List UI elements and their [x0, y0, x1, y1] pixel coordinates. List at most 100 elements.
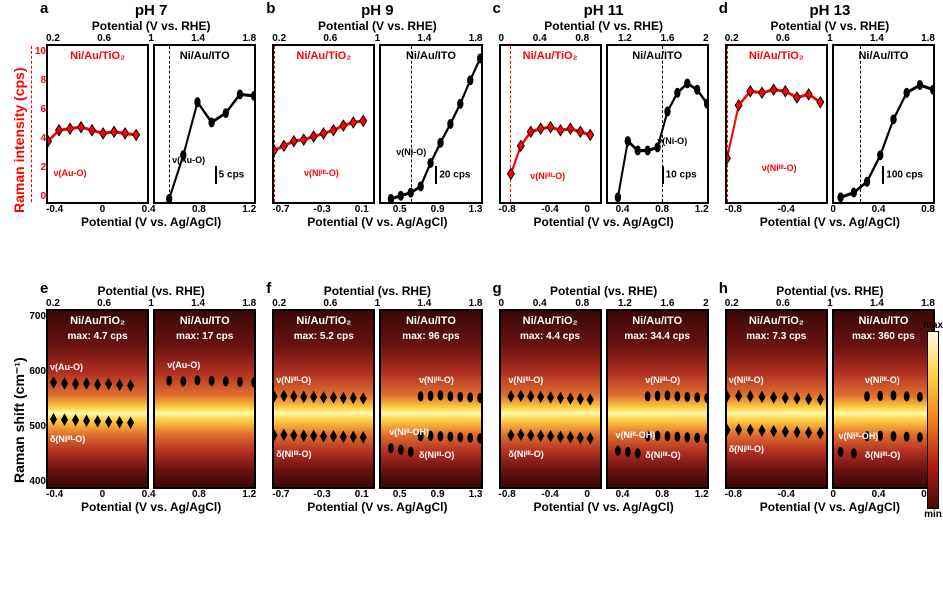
tick-label: 1: [827, 298, 833, 309]
scale-bar: 5 cps: [215, 166, 245, 184]
top-x-axis-label: Potential (V vs. RHE): [268, 19, 486, 33]
panel-letter: h: [719, 280, 728, 297]
heatmap-tio2: 700600500400Ni/Au/TiO₂max: 4.7 cpsν(Au-O…: [46, 309, 149, 489]
tick-label: -0.4: [541, 204, 558, 215]
tick-label: 1.8: [242, 33, 256, 44]
series-label: Ni/Au/ITO: [406, 315, 456, 327]
tick-label: -0.3: [314, 489, 331, 500]
tick-label: 1.2: [242, 489, 256, 500]
series-label: Ni/Au/TiO₂: [749, 50, 804, 62]
subpanel-tio2: Ni/Au/TiO₂ν(Niᴵᴵᴵ-O): [725, 44, 828, 204]
tick-label: 2: [703, 298, 709, 309]
tick-label: 0.8: [655, 489, 669, 500]
tick-label: 0.8: [575, 298, 589, 309]
mode-annotation: ν(Ni-O): [396, 147, 426, 157]
tick-label: -0.4: [778, 204, 795, 215]
peak-annotation: ν(Au-O): [167, 360, 200, 370]
heatmap-ito: Ni/Au/ITOmax: 17 cpsν(Au-O): [153, 309, 256, 489]
peak-annotation: ν(Niᴵᴵᴵ-O): [645, 375, 680, 385]
y-tick-label: 6: [26, 104, 46, 115]
scale-bar: 20 cps: [435, 166, 470, 184]
tick-label: 0.6: [323, 298, 337, 309]
tick-label: 1.8: [921, 33, 935, 44]
tick-label: 1.3: [469, 204, 483, 215]
top-x-axis-label: Potential (V vs. RHE): [721, 19, 939, 33]
tick-label: 0.2: [272, 33, 286, 44]
mode-annotation: ν(Au-O): [54, 168, 87, 178]
panel-g: gPotential (vs. RHE)00.40.81.21.62Ni/Au/…: [491, 280, 717, 560]
tick-label: 0.6: [776, 298, 790, 309]
panel-letter: e: [40, 280, 48, 297]
max-cps-label: max: 4.4 cps: [520, 331, 580, 342]
tick-label: -0.7: [272, 204, 289, 215]
bottom-x-axis-label: Potential (V vs. Ag/AgCl): [268, 500, 486, 514]
tick-label: 0: [100, 204, 106, 215]
panel-b: bpH 9Potential (V vs. RHE)0.20.611.41.8N…: [264, 0, 490, 280]
tick-label: -0.8: [725, 489, 742, 500]
tick-label: 0.5: [393, 489, 407, 500]
tick-label: 0.1: [355, 489, 369, 500]
tick-label: 0.4: [872, 489, 886, 500]
series-label: Ni/Au/TiO₂: [749, 315, 804, 327]
tick-label: -0.4: [46, 204, 63, 215]
max-cps-label: max: 7.3 cps: [746, 331, 806, 342]
tick-label: 0.9: [431, 204, 445, 215]
peak-annotation: δ(Niᴵᴵᴵ-O): [419, 450, 454, 460]
tick-label: 1.4: [417, 298, 431, 309]
tick-label: 1.2: [695, 204, 709, 215]
series-label: Ni/Au/ITO: [180, 315, 230, 327]
tick-label: -0.7: [272, 489, 289, 500]
tick-label: 2: [703, 33, 709, 44]
heatmap-ito: Ni/Au/ITOmax: 360 cpsν(Niᴵᴵᴵ-O)δ(Niᴵᴵᴵ-O…: [832, 309, 935, 489]
mode-annotation: ν(Ni-O): [657, 136, 687, 146]
bottom-x-axis-label: Potential (V vs. Ag/AgCl): [42, 215, 260, 229]
tick-label: 0.4: [616, 489, 630, 500]
tick-label: 0.2: [725, 33, 739, 44]
series-label: Ni/Au/ITO: [180, 50, 230, 62]
mode-annotation: ν(Niᴵᴵᴵ-O): [530, 171, 565, 181]
panel-h: hPotential (vs. RHE)0.20.611.41.8Ni/Au/T…: [717, 280, 943, 560]
peak-annotation: δ(Niᴵᴵᴵ-O): [865, 450, 900, 460]
mode-annotation: ν(Au-O): [172, 155, 205, 165]
mode-annotation: ν(Niᴵᴵᴵ-O): [304, 168, 339, 178]
heatmap-tio2: Ni/Au/TiO₂max: 7.3 cpsν(Niᴵᴵᴵ-O)δ(Niᴵᴵᴵ-…: [725, 309, 828, 489]
heatmap-ito: Ni/Au/ITO max: 96 cps ν(Niᴵᴵᴵ-O) δ(Niᴵᴵᴵ-O)…: [379, 309, 482, 489]
tick-label: 0: [499, 33, 505, 44]
y-tick-label: 500: [26, 421, 46, 432]
peak-annotation: ν(Niᴵᴵ-OH): [616, 430, 656, 440]
tick-label: 1.4: [870, 33, 884, 44]
tick-label: 0.6: [776, 33, 790, 44]
peak-annotation: ν(Au-O): [50, 362, 83, 372]
peak-annotation: ν(Niᴵᴵᴵ-O): [419, 375, 454, 385]
tick-label: -0.8: [499, 489, 516, 500]
tick-label: 0: [499, 298, 505, 309]
peak-annotation: ν(Niᴵᴵᴵ-O): [729, 375, 764, 385]
tick-label: 1.4: [870, 298, 884, 309]
peak-annotation: ν(Niᴵᴵᴵ-O): [508, 375, 543, 385]
tick-label: 0.2: [46, 298, 60, 309]
tick-label: 1.2: [618, 298, 632, 309]
tick-label: 0.2: [272, 298, 286, 309]
tick-label: 0.4: [533, 298, 547, 309]
top-x-axis-label: Potential (vs. RHE): [495, 284, 713, 298]
max-cps-label: max: 96 cps: [402, 331, 459, 342]
top-x-axis-label: Potential (V vs. RHE): [42, 19, 260, 33]
bottom-x-axis-label: Potential (V vs. Ag/AgCl): [42, 500, 260, 514]
bottom-x-axis-label: Potential (V vs. Ag/AgCl): [721, 215, 939, 229]
subpanel-tio2: 1086420Ni/Au/TiO₂ν(Au-O): [46, 44, 149, 204]
peak-annotation: ν(Niᴵᴵ-OH): [839, 431, 879, 441]
colorbar-gradient: [927, 331, 939, 509]
tick-label: 0.2: [725, 298, 739, 309]
colorbar-max-label: max: [923, 320, 943, 331]
tick-label: 1.8: [242, 298, 256, 309]
tick-label: 1: [827, 33, 833, 44]
tick-label: 1.6: [661, 298, 675, 309]
series-label: Ni/Au/TiO₂: [296, 50, 351, 62]
tick-label: -0.4: [46, 489, 63, 500]
max-cps-label: max: 34.4 cps: [624, 331, 690, 342]
tick-label: 0.4: [616, 204, 630, 215]
tick-label: 0.8: [921, 204, 935, 215]
panel-c: cpH 11Potential (V vs. RHE)00.40.81.21.6…: [491, 0, 717, 280]
panel-d: dpH 13Potential (V vs. RHE)0.20.611.41.8…: [717, 0, 943, 280]
tick-label: 1: [375, 298, 381, 309]
